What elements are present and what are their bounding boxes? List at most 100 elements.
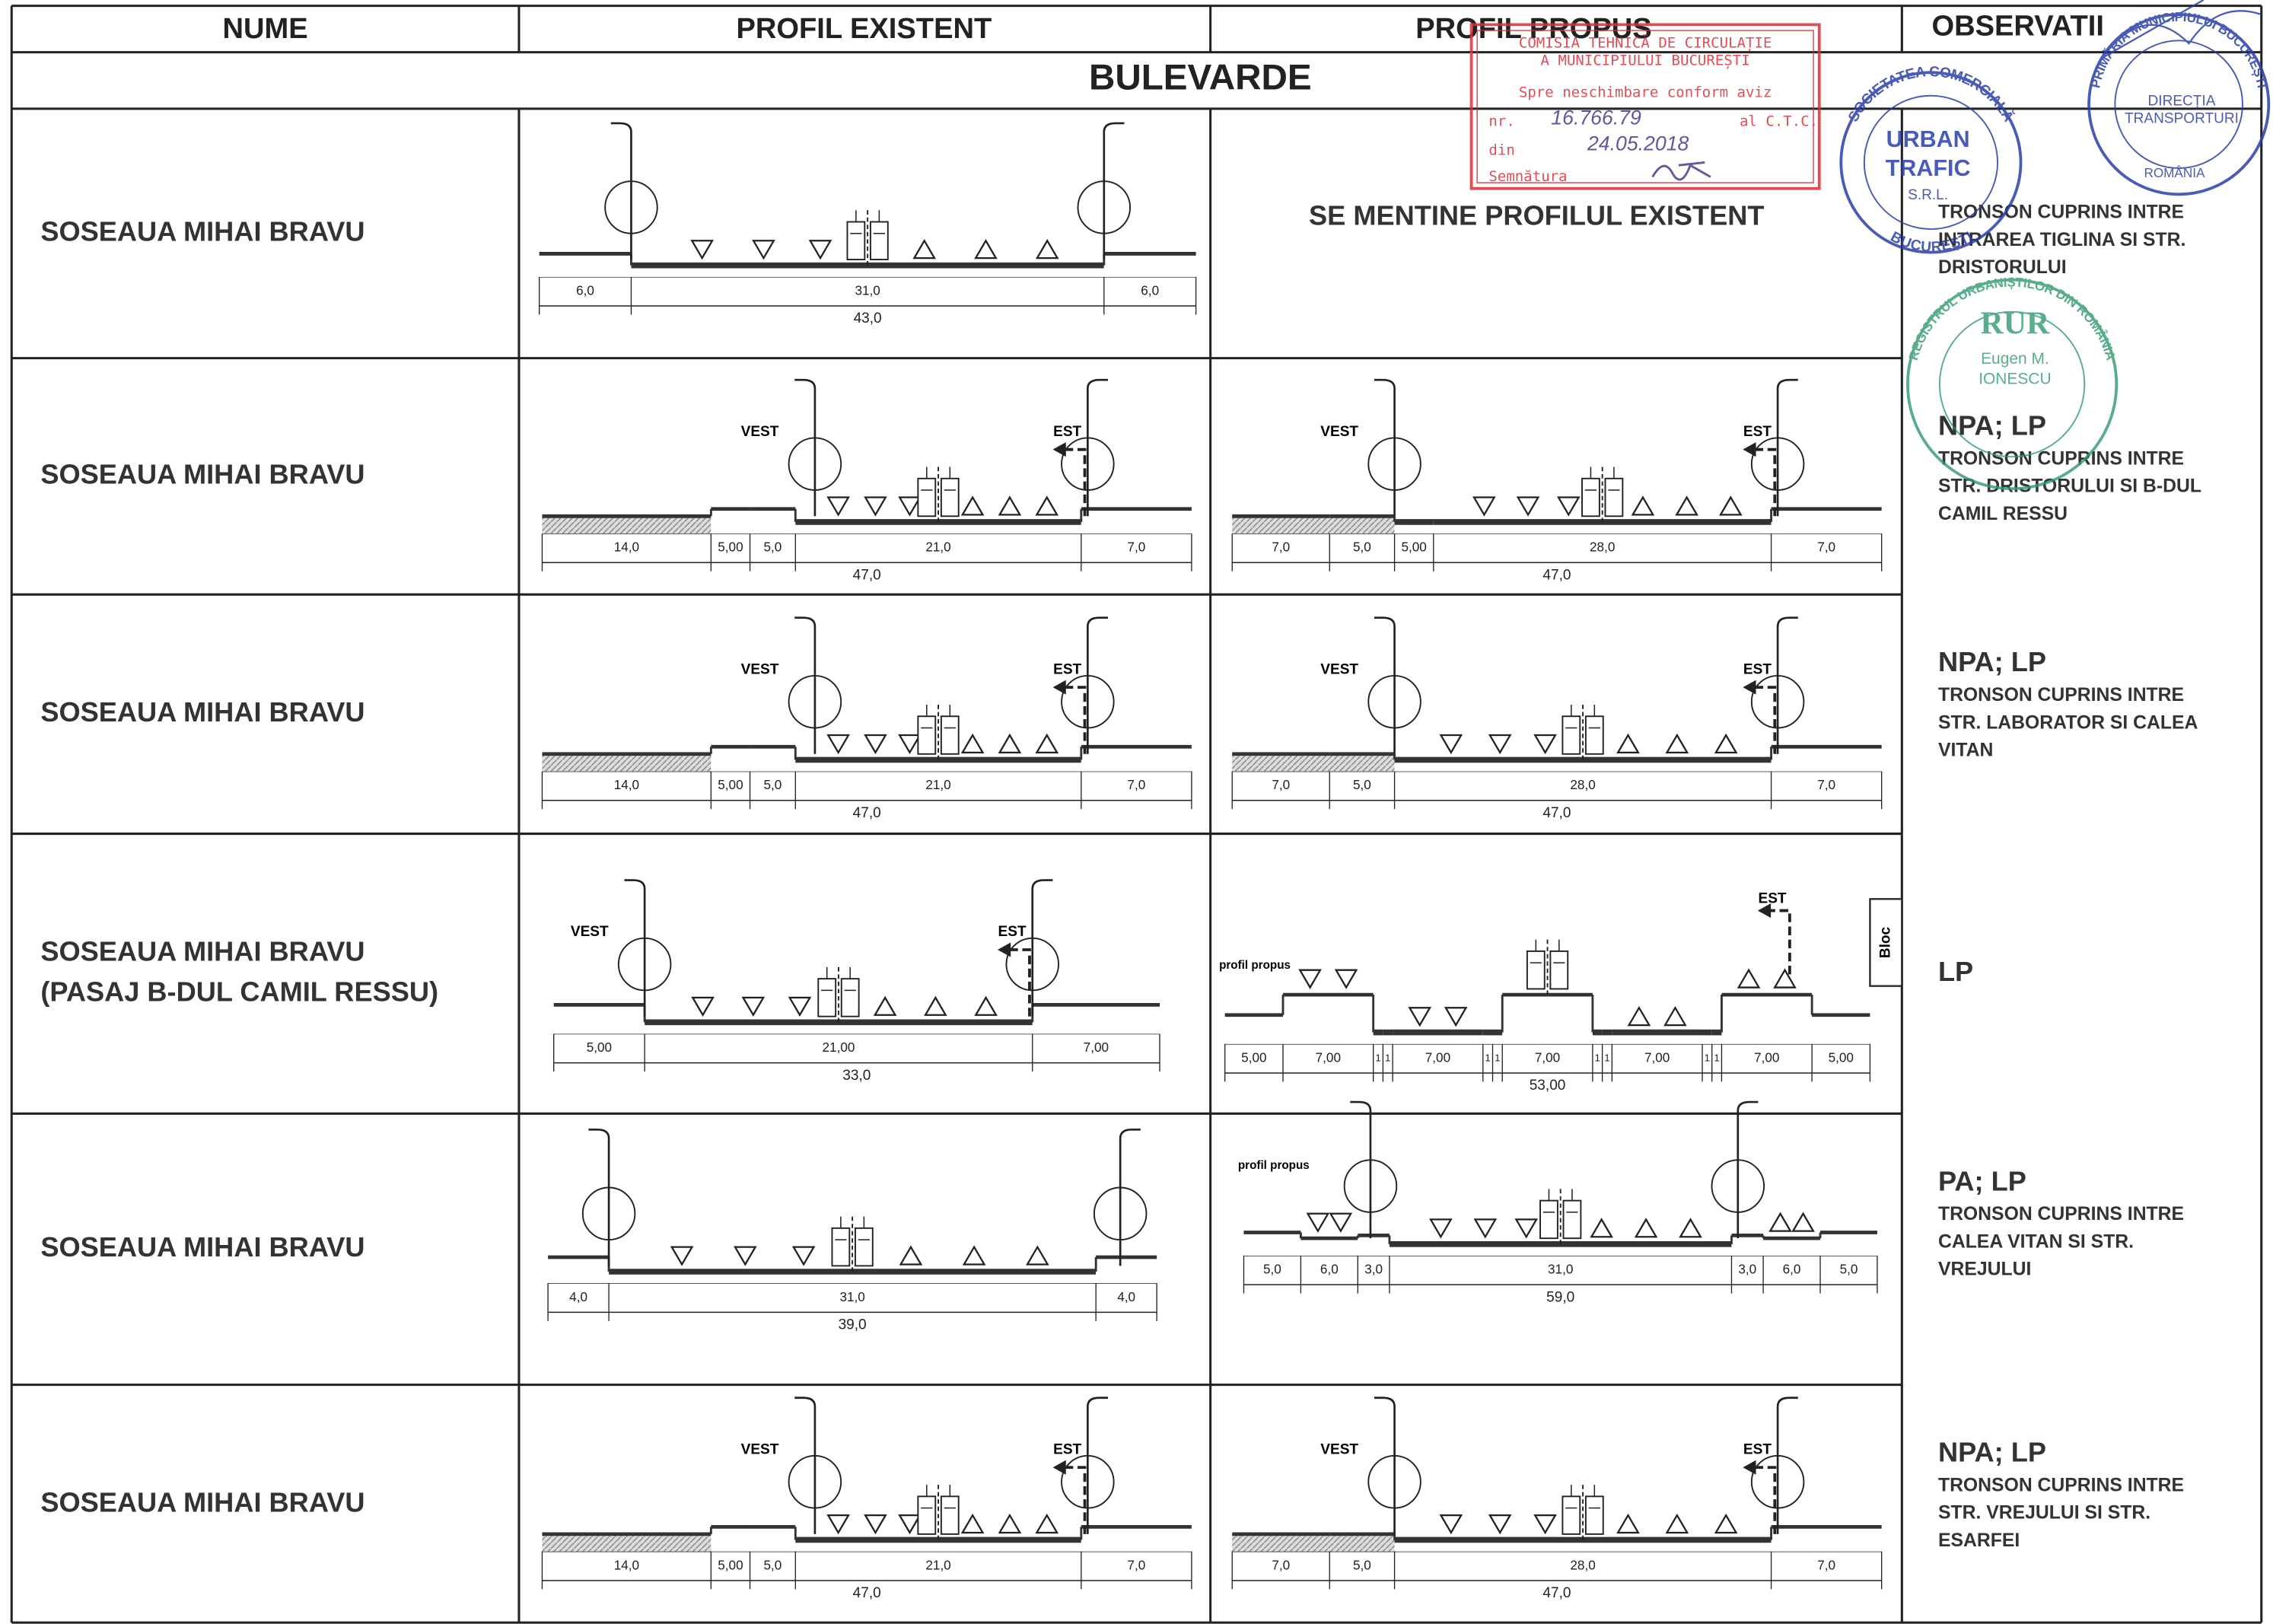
- profile-segment: [1433, 521, 1772, 534]
- street-lamp: [1374, 616, 1396, 754]
- dimension-label: 4,0: [1117, 1289, 1135, 1304]
- profile-segment: [631, 265, 1104, 277]
- profile-segment: [542, 1533, 712, 1552]
- stamp-text: Semnătura: [1488, 168, 1567, 185]
- dimension-label: 14,0: [614, 777, 639, 792]
- stamp-text: IONESCU: [1979, 371, 2051, 388]
- street-lamp: [1374, 1396, 1396, 1534]
- profile-segment: [548, 1256, 610, 1284]
- street-lamp: [794, 616, 817, 754]
- tram-icon: [940, 1495, 960, 1535]
- lane-direction-up: [1714, 1513, 1738, 1534]
- profile-segment: [1731, 1235, 1764, 1256]
- profile-segment: [1282, 995, 1374, 1044]
- profile-segment: [1329, 516, 1395, 534]
- observation-note: CAMIL RESSU: [1938, 504, 2068, 524]
- observation-note: TRONSON CUPRINS INTRE: [1938, 1476, 2184, 1496]
- stamp-text: TRAFIC: [1886, 155, 1971, 181]
- dimension-label: 5,0: [764, 540, 782, 555]
- dimension-label: 7,00: [1084, 1040, 1109, 1055]
- direction-arrow: [1009, 948, 1031, 1017]
- profile-segment: [1358, 1235, 1390, 1256]
- dimension-label: 5,0: [1353, 540, 1371, 555]
- total-dimension-label: 47,0: [853, 567, 881, 583]
- street-lamp: [1776, 1396, 1798, 1534]
- column-header: NUME: [223, 13, 308, 45]
- building-label: Bloc: [1877, 926, 1893, 958]
- lane-direction-down: [733, 1246, 757, 1266]
- direction-arrow: [1743, 442, 1756, 457]
- street-lamp: [1087, 616, 1109, 754]
- dimension-label: 6,0: [1320, 1262, 1339, 1277]
- tram-icon: [1561, 715, 1581, 755]
- dimension-label: 14,0: [614, 1557, 639, 1572]
- tree: [1750, 437, 1805, 491]
- lane-direction-down: [1429, 1218, 1453, 1239]
- orientation-label: VEST: [741, 661, 779, 677]
- direction-arrow: [1064, 686, 1087, 754]
- tree: [788, 674, 842, 729]
- lane-direction-up: [974, 239, 998, 260]
- observation-note: TRONSON CUPRINS INTRE: [1938, 449, 2184, 470]
- dimension-label: 28,0: [1590, 540, 1615, 555]
- tram-icon: [1526, 950, 1546, 990]
- profile-segment: [1081, 747, 1192, 772]
- profile-caption: profil propus: [1238, 1159, 1310, 1172]
- observation-note: TRONSON CUPRINS INTRE: [1938, 685, 2184, 705]
- dimension-label: 5,0: [1263, 1262, 1281, 1277]
- direction-arrow: [1052, 680, 1066, 695]
- tram-icon: [1584, 1495, 1604, 1535]
- total-dimension-label: 47,0: [1542, 805, 1571, 821]
- profile-segment: [1771, 508, 1882, 534]
- lane-direction-down: [752, 240, 775, 260]
- observation-note: STR. DRISTORULUI SI B-DUL: [1938, 476, 2201, 497]
- lane-direction-down: [1533, 734, 1557, 755]
- orientation-label: VEST: [1320, 424, 1358, 440]
- direction-arrow: [1754, 686, 1777, 754]
- tree: [788, 437, 842, 491]
- lane-direction-up: [960, 495, 985, 516]
- lane-direction-down: [1488, 734, 1512, 755]
- lane-direction-down: [1472, 496, 1496, 517]
- street-lamp: [1087, 1396, 1109, 1534]
- dimension-label: 31,0: [1548, 1262, 1573, 1277]
- lane-direction-down: [898, 496, 922, 517]
- observation-code: NPA; LP: [1938, 646, 2046, 677]
- lane-direction-up: [1616, 733, 1640, 754]
- profile-segment: [542, 516, 712, 534]
- lane-direction-up: [960, 733, 985, 754]
- tram-icon: [917, 1495, 937, 1535]
- dimension-label: 5,0: [1353, 777, 1371, 792]
- lane-direction-up: [1634, 1218, 1658, 1238]
- profile-segment: [1763, 1238, 1821, 1256]
- dimension-label: 7,0: [1817, 777, 1835, 792]
- dimension-label: 1: [1604, 1052, 1609, 1063]
- street-lamp: [588, 1128, 610, 1266]
- dimension-label: 31,0: [855, 283, 880, 298]
- tree: [1061, 674, 1115, 729]
- profile-segment: [1081, 508, 1192, 534]
- dimension-label: 5,0: [1353, 1557, 1371, 1572]
- lane-direction-down: [691, 996, 715, 1017]
- total-dimension-label: 47,0: [853, 1585, 881, 1601]
- tram-icon: [1549, 950, 1569, 990]
- lane-direction-down: [1488, 1514, 1512, 1535]
- lane-direction-down: [898, 1514, 922, 1535]
- lane-direction-down: [898, 734, 922, 755]
- lane-direction-up: [1773, 968, 1797, 989]
- stamp-text: din: [1488, 142, 1514, 159]
- direction-arrow: [1754, 1466, 1777, 1534]
- profile-segment: [539, 253, 632, 277]
- orientation-label: EST: [1053, 424, 1081, 440]
- lane-direction-up: [1791, 1212, 1815, 1232]
- street-lamp: [794, 1396, 817, 1534]
- profile-segment: [1096, 1256, 1157, 1284]
- street-lamp: [794, 378, 817, 517]
- tree: [1077, 180, 1132, 234]
- profile-segment: [1820, 1232, 1877, 1256]
- dimension-label: 5,0: [764, 1557, 782, 1572]
- tram-icon: [940, 477, 960, 517]
- stamp-text: TRANSPORTURI: [2125, 110, 2239, 126]
- lane-direction-up: [873, 995, 897, 1016]
- dimension-label: 14,0: [614, 540, 639, 555]
